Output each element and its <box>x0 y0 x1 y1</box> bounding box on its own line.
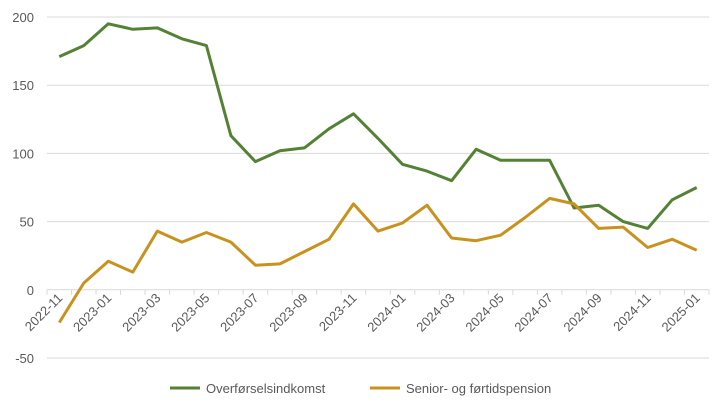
y-tick-label: 200 <box>12 10 34 25</box>
x-tick-label: 2025-01 <box>659 290 703 334</box>
x-tick-label: 2023-05 <box>168 290 212 334</box>
y-tick-label: 150 <box>12 78 34 93</box>
x-tick-label: 2024-09 <box>560 290 604 334</box>
x-tick-label: 2023-11 <box>316 290 360 334</box>
y-tick-label: 50 <box>20 215 34 230</box>
x-tick-label: 2023-03 <box>119 290 163 334</box>
x-tick-label: 2024-07 <box>511 290 555 334</box>
x-tick-label: 2024-01 <box>364 290 408 334</box>
legend-label: Overførselsindkomst <box>206 381 326 396</box>
x-tick-label: 2023-07 <box>217 290 261 334</box>
series-line-1 <box>58 196 698 324</box>
y-tick-label: -50 <box>15 351 34 366</box>
x-tick-label: 2023-09 <box>266 290 310 334</box>
x-tick-label: 2024-11 <box>610 290 654 334</box>
x-tick-label: 2024-05 <box>462 290 506 334</box>
x-tick-label: 2024-03 <box>413 290 457 334</box>
y-tick-label: 100 <box>12 146 34 161</box>
legend-label: Senior- og førtidspension <box>406 381 551 396</box>
y-tick-label: 0 <box>27 283 34 298</box>
series-line-0 <box>58 22 698 230</box>
